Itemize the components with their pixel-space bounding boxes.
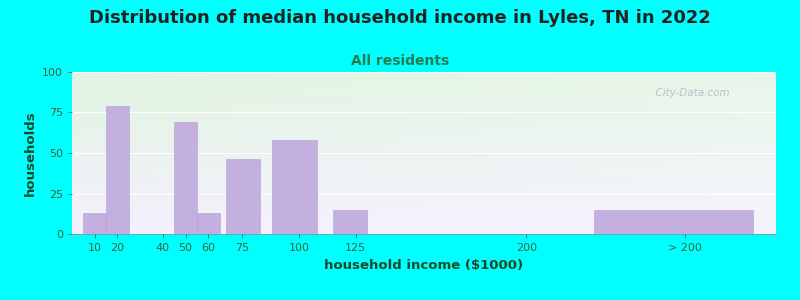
Bar bbox=[594, 210, 754, 234]
Text: City-Data.com: City-Data.com bbox=[650, 88, 730, 98]
Bar bbox=[272, 140, 318, 234]
Bar bbox=[197, 213, 220, 234]
Text: Distribution of median household income in Lyles, TN in 2022: Distribution of median household income … bbox=[89, 9, 711, 27]
Bar bbox=[83, 213, 106, 234]
X-axis label: household income ($1000): household income ($1000) bbox=[325, 259, 523, 272]
Bar bbox=[226, 160, 261, 234]
Text: All residents: All residents bbox=[351, 54, 449, 68]
Y-axis label: households: households bbox=[23, 110, 37, 196]
Bar bbox=[333, 210, 367, 234]
Bar bbox=[106, 106, 129, 234]
Bar bbox=[174, 122, 197, 234]
